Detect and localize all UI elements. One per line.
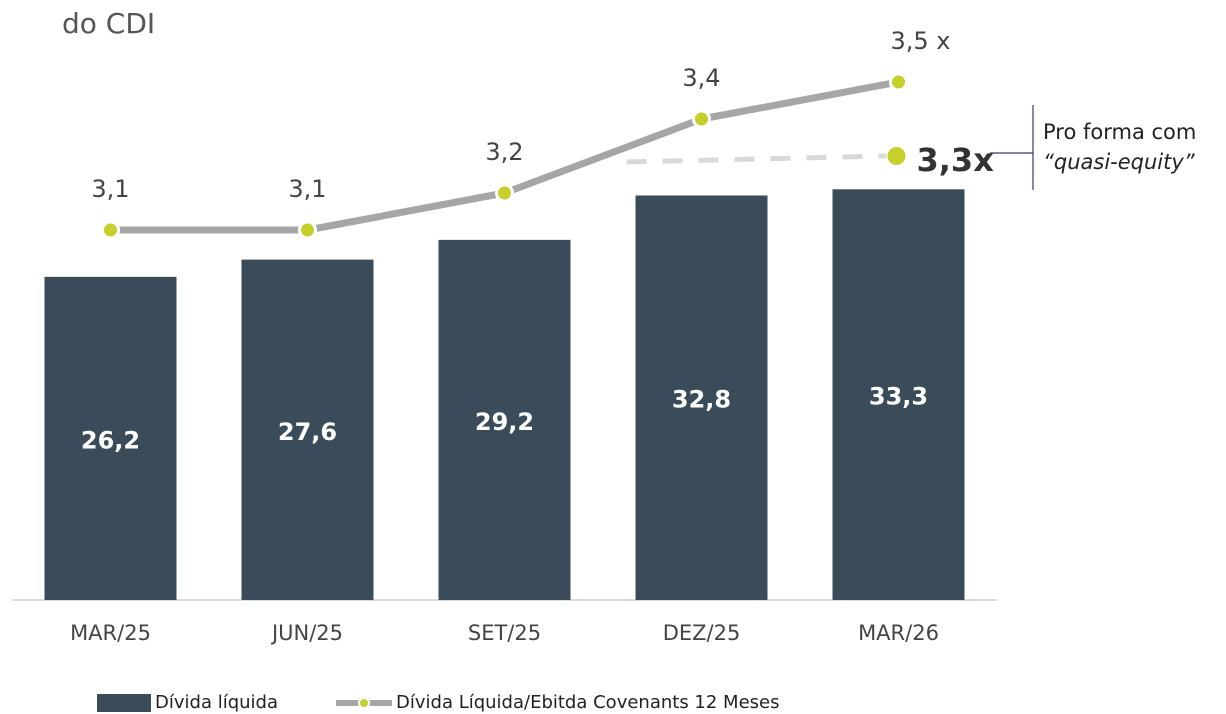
bar-value-label: 27,6 — [278, 418, 337, 446]
bar — [44, 276, 177, 600]
legend-label: Dívida líquida — [155, 692, 278, 713]
bar-value-label: 29,2 — [475, 408, 534, 436]
line-value-label: 3,2 — [485, 138, 523, 166]
bar — [635, 195, 768, 600]
legend-swatch — [358, 697, 370, 709]
line-value-label: 3,4 — [682, 64, 720, 92]
annotation: “quasi-equity” — [1043, 150, 1196, 174]
bar-value-label: 33,3 — [869, 383, 928, 411]
line-value-label: 3,1 — [288, 175, 326, 203]
bar-value-label: 32,8 — [672, 386, 731, 414]
pro-forma-marker — [887, 147, 906, 165]
x-tick-label: SET/25 — [468, 621, 541, 645]
line-marker — [495, 183, 514, 203]
bar — [241, 259, 374, 600]
line-value-label: 3,1 — [91, 175, 129, 203]
x-tick-label: JUN/25 — [270, 621, 343, 645]
x-tick-label: MAR/26 — [858, 621, 939, 645]
pro-forma-dash — [626, 153, 887, 165]
line-marker — [298, 220, 317, 240]
line-marker — [889, 72, 908, 92]
line-marker — [692, 109, 711, 129]
line-value-label: 3,5 x — [891, 27, 951, 55]
bar — [832, 189, 965, 601]
chart-title: do CDI — [62, 7, 155, 40]
legend-label: Dívida Líquida/Ebitda Covenants 12 Meses — [396, 692, 779, 713]
pro-forma-label: 3,3x — [917, 141, 995, 179]
bar-value-label: 26,2 — [81, 426, 140, 454]
legend-swatch — [97, 694, 151, 712]
x-tick-label: DEZ/25 — [663, 621, 741, 645]
line-marker — [101, 220, 120, 240]
annotation: Pro forma com — [1043, 120, 1196, 144]
x-tick-label: MAR/25 — [70, 621, 151, 645]
bar — [438, 239, 571, 600]
